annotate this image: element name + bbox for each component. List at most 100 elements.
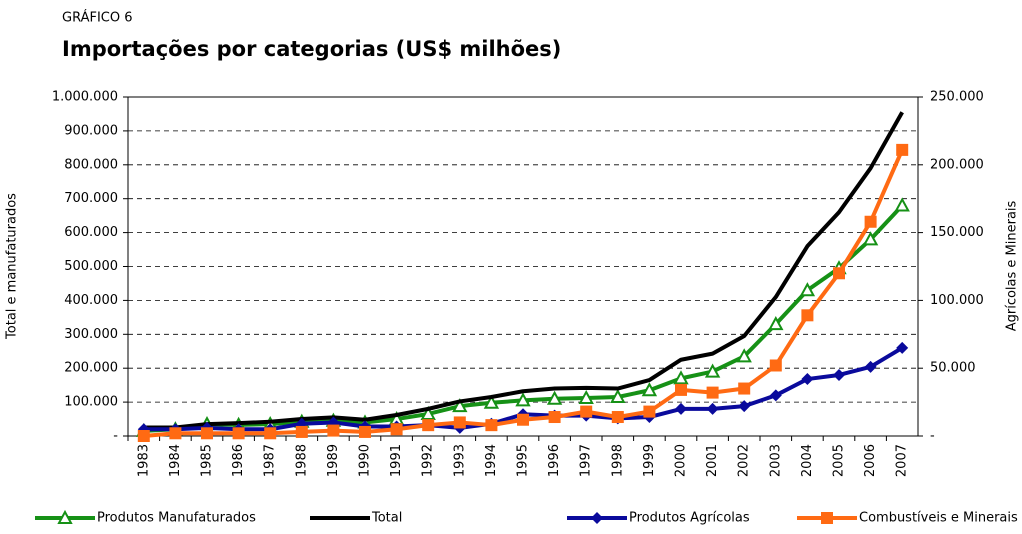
marker xyxy=(864,215,877,228)
x-tick-label: 1996 xyxy=(547,444,562,477)
x-tick-label: 1990 xyxy=(358,444,373,477)
x-tick-label: 1984 xyxy=(168,444,183,477)
y-tick-label: 300.000 xyxy=(64,327,118,342)
marker xyxy=(643,405,656,418)
marker xyxy=(768,316,784,331)
marker xyxy=(453,416,466,429)
marker xyxy=(864,360,877,373)
x-tick-label: 1989 xyxy=(326,444,341,477)
marker xyxy=(548,411,561,424)
y-tick-label: 1.000.000 xyxy=(52,90,118,105)
y2-tick-label: 150.000 xyxy=(930,225,984,240)
legend-label: Produtos Agrícolas xyxy=(629,511,750,526)
marker xyxy=(57,509,73,524)
marker xyxy=(896,143,909,156)
marker xyxy=(706,402,719,415)
chart-title: Importações por categorias (US$ milhões) xyxy=(62,37,561,61)
marker xyxy=(295,425,308,438)
series-line xyxy=(143,111,904,430)
marker xyxy=(801,309,814,322)
x-tick-label: 2004 xyxy=(800,444,815,477)
marker xyxy=(706,386,719,399)
x-tick-label: 2002 xyxy=(737,444,752,477)
marker xyxy=(738,400,751,413)
y2-tick-label: 100.000 xyxy=(930,293,984,308)
marker xyxy=(862,231,879,246)
marker xyxy=(591,512,603,524)
marker xyxy=(769,359,782,372)
marker xyxy=(546,390,563,405)
x-tick-label: 2003 xyxy=(768,444,783,477)
y2-tick-label: 250.000 xyxy=(930,90,984,105)
y2-tick-label: 50.000 xyxy=(930,361,976,376)
x-tick-label: 1995 xyxy=(516,444,531,477)
x-tick-label: 1997 xyxy=(579,444,594,477)
legend-label: Produtos Manufaturados xyxy=(97,511,256,526)
marker xyxy=(896,341,909,354)
x-tick-label: 1986 xyxy=(231,444,246,477)
marker xyxy=(422,419,435,432)
marker xyxy=(485,419,498,432)
x-tick-label: 2001 xyxy=(705,444,720,477)
legend-label: Combustíveis e Minerais xyxy=(859,511,1018,526)
y-tick-label: 400.000 xyxy=(64,293,118,308)
x-tick-label: 1993 xyxy=(452,444,467,477)
marker xyxy=(673,370,689,385)
x-tick-label: 2007 xyxy=(895,444,910,477)
marker xyxy=(452,398,468,413)
marker xyxy=(736,348,752,363)
marker xyxy=(137,430,150,442)
x-tick-label: 1994 xyxy=(484,444,499,477)
y-tick-label: - xyxy=(113,429,118,444)
x-tick-label: 1987 xyxy=(263,444,278,477)
x-tick-label: 1985 xyxy=(200,444,215,477)
y2-tick-label: - xyxy=(930,429,935,444)
marker xyxy=(799,282,816,297)
marker xyxy=(580,405,593,418)
x-tick-label: 1991 xyxy=(389,444,404,477)
y-tick-label: 700.000 xyxy=(64,191,118,206)
x-tick-label: 2000 xyxy=(674,444,689,477)
marker xyxy=(390,423,403,436)
x-tick-label: 2006 xyxy=(863,444,878,477)
marker xyxy=(483,394,500,409)
marker xyxy=(801,373,814,386)
marker xyxy=(894,197,910,212)
marker xyxy=(821,512,833,524)
marker xyxy=(769,389,782,402)
marker xyxy=(515,392,531,407)
marker xyxy=(704,363,721,378)
y-tick-label: 800.000 xyxy=(64,157,118,172)
legend-label: Total xyxy=(371,511,402,526)
y-tick-label: 500.000 xyxy=(64,259,118,274)
y-tick-label: 200.000 xyxy=(64,361,118,376)
marker xyxy=(327,424,340,437)
x-tick-label: 2005 xyxy=(832,444,847,477)
y2-axis-label: Agrícolas e Minerais xyxy=(1005,200,1020,331)
y-tick-label: 900.000 xyxy=(64,123,118,138)
marker xyxy=(232,427,245,440)
chart-label: GRÁFICO 6 xyxy=(62,10,133,26)
x-tick-label: 1998 xyxy=(610,444,625,477)
marker xyxy=(833,368,845,381)
marker xyxy=(359,425,371,438)
marker xyxy=(611,411,624,424)
marker xyxy=(420,405,436,420)
plot-frame xyxy=(127,96,919,437)
y-tick-label: 600.000 xyxy=(64,225,118,240)
marker xyxy=(578,389,594,405)
marker xyxy=(833,267,845,280)
marker xyxy=(610,388,626,404)
y2-tick-label: 200.000 xyxy=(930,157,984,172)
x-tick-label: 1983 xyxy=(136,444,151,477)
marker xyxy=(675,402,687,415)
marker xyxy=(264,427,277,440)
marker xyxy=(169,427,182,440)
marker xyxy=(641,382,658,397)
y-tick-label: 100.000 xyxy=(64,395,118,410)
marker xyxy=(675,383,687,396)
marker xyxy=(517,413,529,426)
marker xyxy=(738,382,751,395)
x-tick-label: 1988 xyxy=(294,444,309,477)
